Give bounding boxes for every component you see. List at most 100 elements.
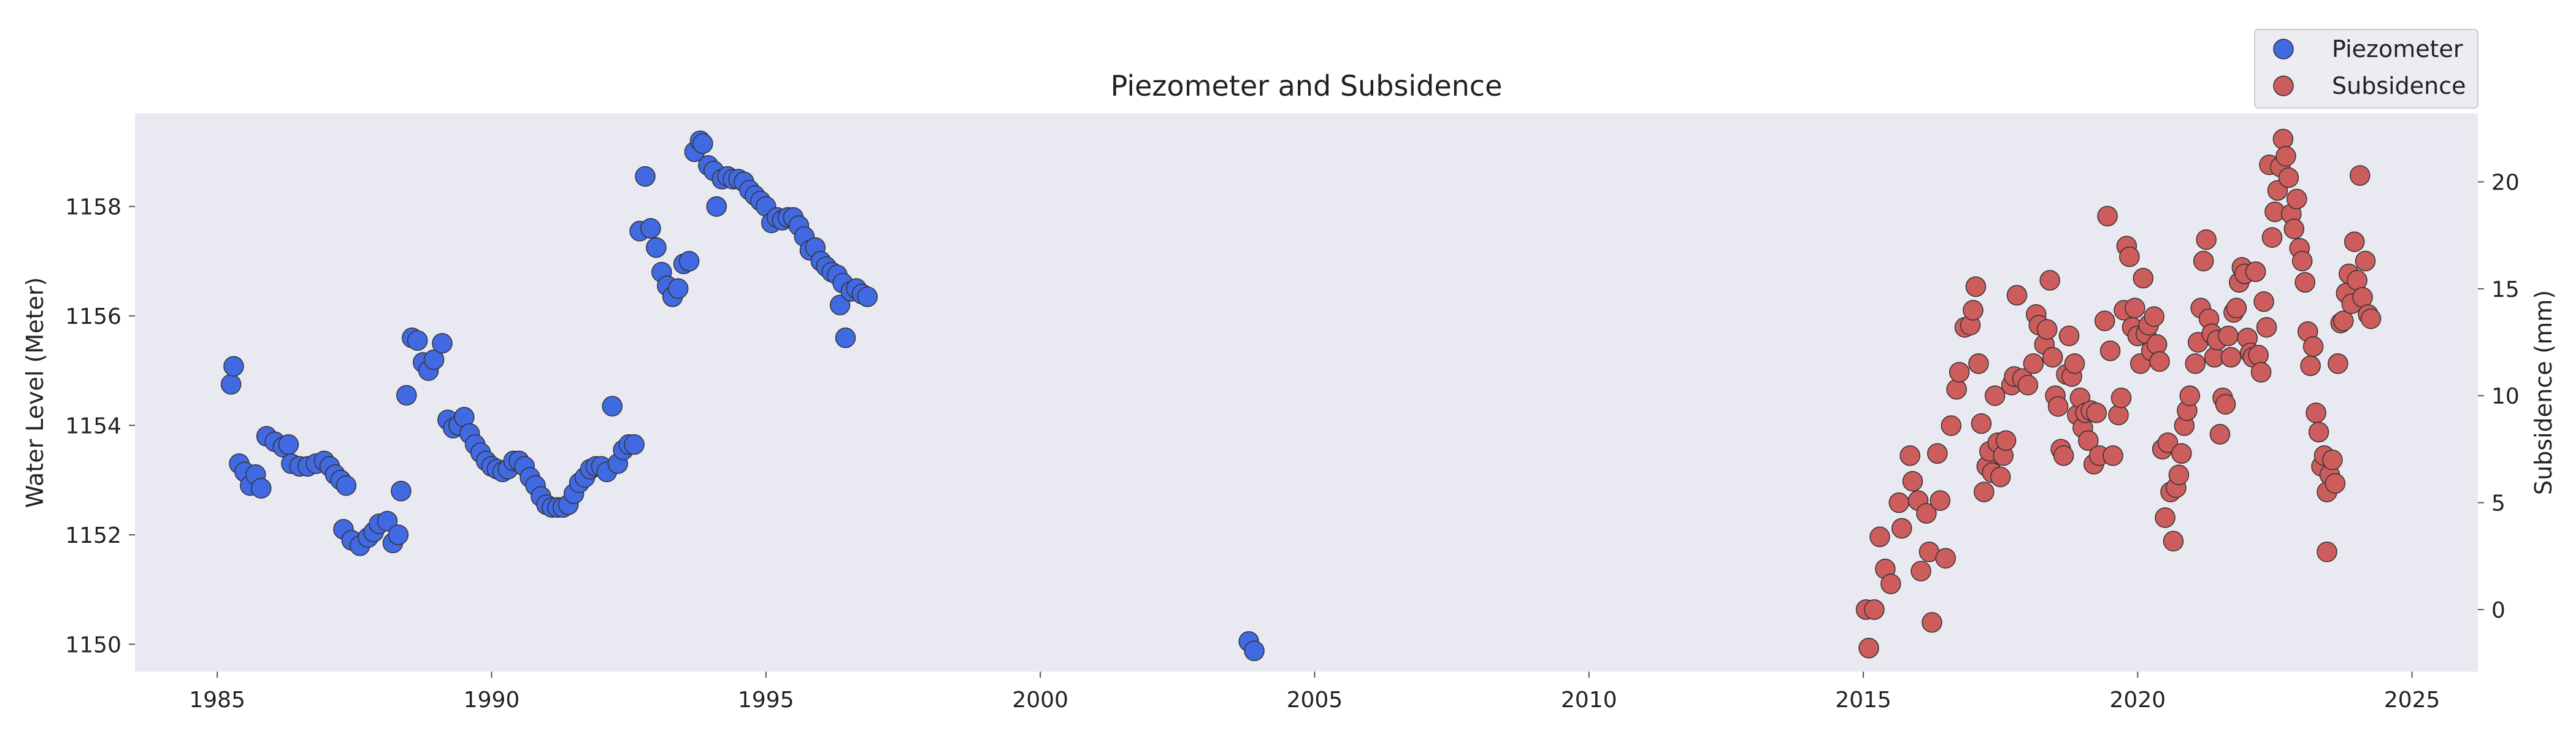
subsidence-point bbox=[2215, 394, 2236, 415]
subsidence-point bbox=[2355, 250, 2376, 272]
piezometer-point bbox=[407, 330, 428, 351]
chart-title: Piezometer and Subsidence bbox=[1111, 69, 1503, 102]
piezometer-point bbox=[377, 510, 398, 532]
right-y-tick-label: 0 bbox=[2491, 598, 2505, 623]
subsidence-point bbox=[2302, 336, 2324, 357]
subsidence-point bbox=[2328, 353, 2348, 374]
subsidence-point bbox=[2023, 353, 2044, 374]
subsidence-point bbox=[1965, 276, 1987, 297]
right-axis-label: Subsidence (mm) bbox=[2530, 290, 2557, 495]
subsidence-point bbox=[1974, 481, 1995, 502]
subsidence-point bbox=[1984, 385, 2006, 406]
piezometer-point bbox=[1244, 640, 1265, 661]
right-y-tick-label: 5 bbox=[2491, 491, 2505, 516]
left-y-tick-label: 1150 bbox=[65, 632, 121, 657]
subsidence-point bbox=[2325, 473, 2346, 494]
subsidence-point bbox=[1899, 445, 1920, 466]
subsidence-point bbox=[1869, 526, 1890, 548]
piezometer-point bbox=[857, 286, 878, 307]
subsidence-point bbox=[2017, 375, 2039, 396]
subsidence-point bbox=[1968, 353, 1989, 374]
series-piezometer bbox=[220, 130, 1265, 661]
subsidence-point bbox=[2144, 306, 2164, 327]
subsidence-point bbox=[1971, 413, 1992, 434]
subsidence-point bbox=[1930, 490, 1951, 511]
subsidence-point bbox=[2272, 129, 2294, 150]
subsidence-point bbox=[2261, 227, 2283, 248]
piezometer-point bbox=[396, 385, 417, 406]
subsidence-point bbox=[2275, 145, 2296, 167]
subsidence-point bbox=[1858, 637, 1879, 659]
piezometer-point bbox=[251, 478, 272, 499]
subsidence-point bbox=[2108, 404, 2129, 426]
subsidence-point bbox=[2248, 345, 2269, 366]
x-tick-label: 2020 bbox=[2110, 688, 2166, 713]
subsidence-point bbox=[2322, 450, 2343, 470]
subsidence-point bbox=[2294, 272, 2315, 293]
subsidence-point bbox=[2042, 347, 2063, 368]
legend-label-subsidence: Subsidence bbox=[2332, 72, 2466, 99]
piezometer-point bbox=[829, 294, 851, 316]
subsidence-point bbox=[2283, 218, 2305, 240]
legend-marker-piezometer bbox=[2273, 39, 2294, 59]
left-y-axis: 1150 1152 1154 1156 1158 bbox=[65, 195, 135, 657]
subsidence-point bbox=[2250, 362, 2272, 383]
series-subsidence bbox=[1855, 129, 2382, 659]
left-axis-label: Water Level (Meter) bbox=[21, 277, 48, 508]
subsidence-point bbox=[2006, 285, 2028, 306]
subsidence-point bbox=[2168, 464, 2190, 485]
subsidence-point bbox=[2300, 355, 2321, 377]
right-y-tick-label: 15 bbox=[2491, 277, 2520, 302]
subsidence-point bbox=[2308, 421, 2329, 443]
subsidence-point bbox=[1916, 503, 1937, 524]
subsidence-point bbox=[1946, 379, 1967, 400]
piezometer-point bbox=[678, 251, 700, 272]
subsidence-point bbox=[2196, 229, 2217, 250]
subsidence-point bbox=[2103, 445, 2123, 466]
subsidence-point bbox=[2220, 347, 2242, 368]
subsidence-point bbox=[2157, 432, 2179, 453]
subsidence-point bbox=[2291, 250, 2313, 272]
x-tick-label: 2000 bbox=[1012, 688, 1068, 713]
piezometer-point bbox=[602, 396, 623, 417]
right-y-axis: 0 5 10 15 20 bbox=[2478, 171, 2520, 623]
subsidence-point bbox=[2209, 424, 2231, 445]
subsidence-point bbox=[2347, 270, 2367, 291]
right-y-tick-label: 10 bbox=[2491, 384, 2520, 409]
x-tick-label: 2010 bbox=[1561, 688, 1617, 713]
piezometer-point bbox=[220, 374, 242, 395]
subsidence-point bbox=[2119, 246, 2140, 267]
subsidence-point bbox=[1995, 430, 2017, 451]
piezometer-point bbox=[706, 196, 727, 217]
subsidence-point bbox=[2171, 443, 2192, 464]
subsidence-point bbox=[2039, 270, 2060, 291]
subsidence-point bbox=[2349, 165, 2371, 186]
subsidence-point bbox=[1990, 466, 2011, 488]
subsidence-point bbox=[2287, 188, 2307, 210]
piezometer-point bbox=[692, 133, 713, 154]
subsidence-point bbox=[1949, 362, 1970, 383]
left-y-tick-label: 1154 bbox=[65, 414, 121, 439]
subsidence-point bbox=[2317, 542, 2337, 562]
subsidence-point bbox=[2094, 310, 2115, 331]
right-y-tick-label: 20 bbox=[2491, 171, 2520, 196]
subsidence-point bbox=[1935, 548, 1956, 569]
subsidence-point bbox=[1880, 573, 1901, 594]
subsidence-point bbox=[2099, 340, 2121, 361]
piezometer-point bbox=[835, 328, 856, 348]
subsidence-point bbox=[2333, 310, 2354, 331]
subsidence-point bbox=[2352, 287, 2373, 308]
subsidence-point bbox=[2256, 316, 2277, 338]
subsidence-point bbox=[2226, 297, 2247, 319]
piezometer-point bbox=[335, 475, 357, 496]
subsidence-point bbox=[2110, 387, 2132, 408]
subsidence-point bbox=[2149, 351, 2170, 372]
piezometer-point bbox=[223, 356, 244, 377]
subsidence-point bbox=[2058, 325, 2080, 347]
subsidence-point bbox=[2064, 353, 2085, 374]
x-tick-label: 2005 bbox=[1287, 688, 1343, 713]
subsidence-point bbox=[2133, 267, 2154, 289]
legend-marker-subsidence bbox=[2273, 75, 2294, 96]
subsidence-point bbox=[2146, 334, 2168, 355]
